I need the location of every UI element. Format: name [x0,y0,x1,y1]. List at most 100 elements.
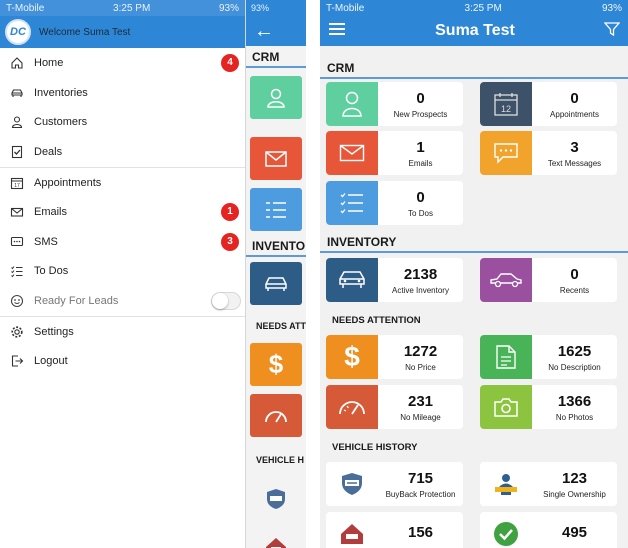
mid-tile-no-price[interactable]: $ [250,343,302,386]
calendar-icon: 12 [480,82,532,126]
menu-item-emails[interactable]: Emails 1 [0,197,245,227]
status-bar: T-Mobile 3:25 PM 93% [0,0,245,16]
car-icon [10,86,24,100]
card-value: 3 [570,138,579,156]
envelope-icon [10,205,24,219]
card-value: 2138 [403,265,438,283]
card-no-description[interactable]: 1625 No Description [480,335,617,379]
check-icon [480,512,532,548]
menu-item-todos[interactable]: To Dos [0,257,245,287]
card-house-history[interactable]: 156 [326,512,463,548]
drawer-menu: Home 4 Inventories Customers Deals 17 A [0,48,245,376]
menu-label: Inventories [34,86,88,99]
card-value: 123 [561,469,588,487]
mid-tile-todos[interactable] [250,188,302,231]
ownership-icon [480,462,532,506]
ready-for-leads-toggle[interactable] [211,292,241,311]
card-check-history[interactable]: 495 [480,512,617,548]
menu-label: Ready For Leads [34,295,119,308]
menu-label: Deals [34,146,63,159]
menu-item-deals[interactable]: Deals [0,137,245,167]
app-logo: DC [5,19,31,45]
leads-icon [10,294,24,308]
card-value: 1 [416,138,425,156]
notification-badge: 4 [221,53,239,72]
hamburger-menu-icon[interactable] [328,22,346,41]
battery-label: 93% [601,2,622,14]
card-buyback-protection[interactable]: 715 BuyBack Protection [326,462,463,506]
card-todos[interactable]: 0 To Dos [326,181,463,225]
chat-icon [10,235,24,249]
menu-label: Home [34,56,64,69]
section-inventory: INVENTORY [320,235,628,253]
menu-item-appointments[interactable]: 17 Appointments [0,167,245,197]
mid-section-inventory: INVENTO [246,235,306,257]
camera-icon [480,385,532,429]
status-bar: T-Mobile 3:25 PM 93% [320,0,628,16]
menu-item-inventories[interactable]: Inventories [0,78,245,108]
mid-tile-inventory[interactable] [250,262,302,305]
mid-tile-prospects[interactable] [250,76,302,119]
gear-icon [10,325,24,339]
card-label: No Price [405,362,436,372]
card-value: 0 [416,188,425,206]
card-appointments[interactable]: 12 0 Appointments [480,82,617,126]
filter-icon[interactable] [603,21,621,42]
card-label: Emails [408,158,433,168]
card-no-price[interactable]: $ 1272 No Price [326,335,463,379]
logout-icon [10,354,24,368]
menu-label: Customers [34,116,88,129]
card-no-mileage[interactable]: 231 No Mileage [326,385,463,429]
card-value: 495 [561,524,588,541]
mid-section-crm: CRM [246,46,306,68]
card-label: Recents [559,285,590,295]
chat-icon [480,131,532,175]
card-active-inventory[interactable]: 2138 Active Inventory [326,258,463,302]
house-icon [326,512,378,548]
notification-badge: 3 [221,232,239,251]
section-crm: CRM [320,61,628,79]
deals-icon [10,145,24,159]
card-new-prospects[interactable]: 0 New Prospects [326,82,463,126]
menu-label: To Dos [34,265,69,278]
time-label: 3:25 PM [464,2,502,14]
welcome-text: Welcome Suma Test [39,26,131,38]
mid-tile-buyback[interactable] [250,477,302,520]
welcome-header: DC Welcome Suma Test [0,16,245,48]
card-label: No Mileage [400,412,441,422]
menu-item-home[interactable]: Home 4 [0,48,245,78]
card-label: No Photos [555,412,594,422]
section-needs-attention: NEEDS ATTENTION [332,315,421,326]
dollar-icon: $ [268,349,284,379]
menu-label: SMS [34,235,58,248]
card-label: Text Messages [547,158,602,168]
mid-tile-no-mileage[interactable] [250,394,302,437]
card-value: 1272 [403,342,438,360]
card-label: New Prospects [393,109,448,119]
list-icon [10,264,24,278]
menu-item-sms[interactable]: SMS 3 [0,227,245,257]
card-label: Active Inventory [392,285,449,295]
menu-item-ready-for-leads: Ready For Leads [0,286,245,316]
mid-section-needs-attention: NEEDS ATT [256,321,306,331]
back-button[interactable]: ← [246,16,306,46]
card-value: 231 [407,392,434,410]
card-text-messages[interactable]: 3 Text Messages [480,131,617,175]
menu-item-customers[interactable]: Customers [0,108,245,138]
card-label: BuyBack Protection [385,489,456,499]
status-bar: 93% [246,0,306,16]
mid-tile-house[interactable] [250,524,302,548]
svg-text:12: 12 [501,104,511,114]
menu-item-logout[interactable]: Logout [0,346,245,376]
carrier-label: T-Mobile [6,2,45,14]
person-icon [10,115,24,129]
menu-item-settings[interactable]: Settings [0,316,245,346]
mid-tile-emails[interactable] [250,137,302,180]
card-recents[interactable]: 0 Recents [480,258,617,302]
home-icon [10,56,24,70]
card-no-photos[interactable]: 1366 No Photos [480,385,617,429]
card-single-ownership[interactable]: 123 Single Ownership [480,462,617,506]
section-vehicle-history: VEHICLE HISTORY [332,442,418,453]
card-emails[interactable]: 1 Emails [326,131,463,175]
gauge-icon [326,385,378,429]
